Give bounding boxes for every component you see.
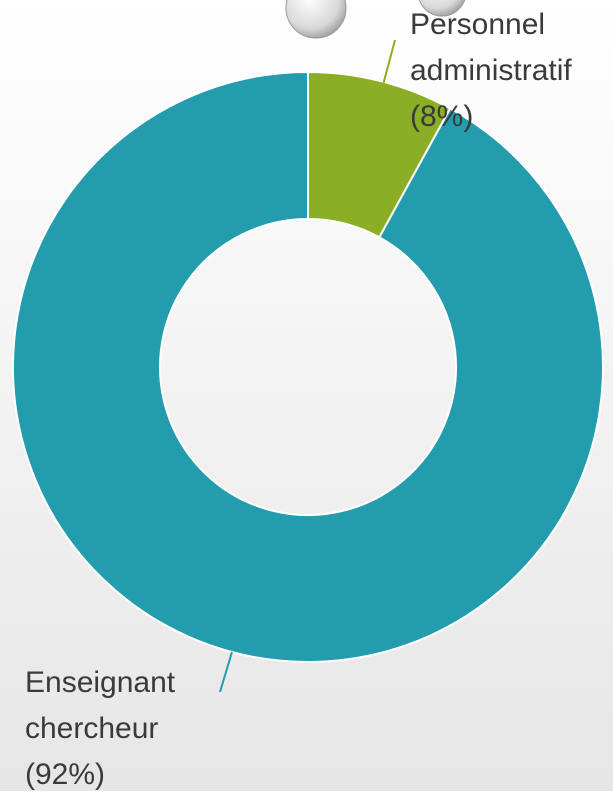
slice-label: Enseignant chercheur (92%) [25, 660, 215, 798]
leader-line [219, 651, 233, 693]
category-label: Personnel administratif [410, 8, 572, 87]
slice-label: Personnel administratif (8%) [410, 2, 613, 140]
category-label: Enseignant chercheur [25, 666, 176, 745]
value-label: (8%) [410, 100, 474, 133]
donut-slice [12, 70, 604, 663]
decor-button [285, 0, 347, 39]
leader-line [382, 39, 396, 86]
value-label: (92%) [25, 758, 106, 791]
decor-button [418, 0, 466, 17]
